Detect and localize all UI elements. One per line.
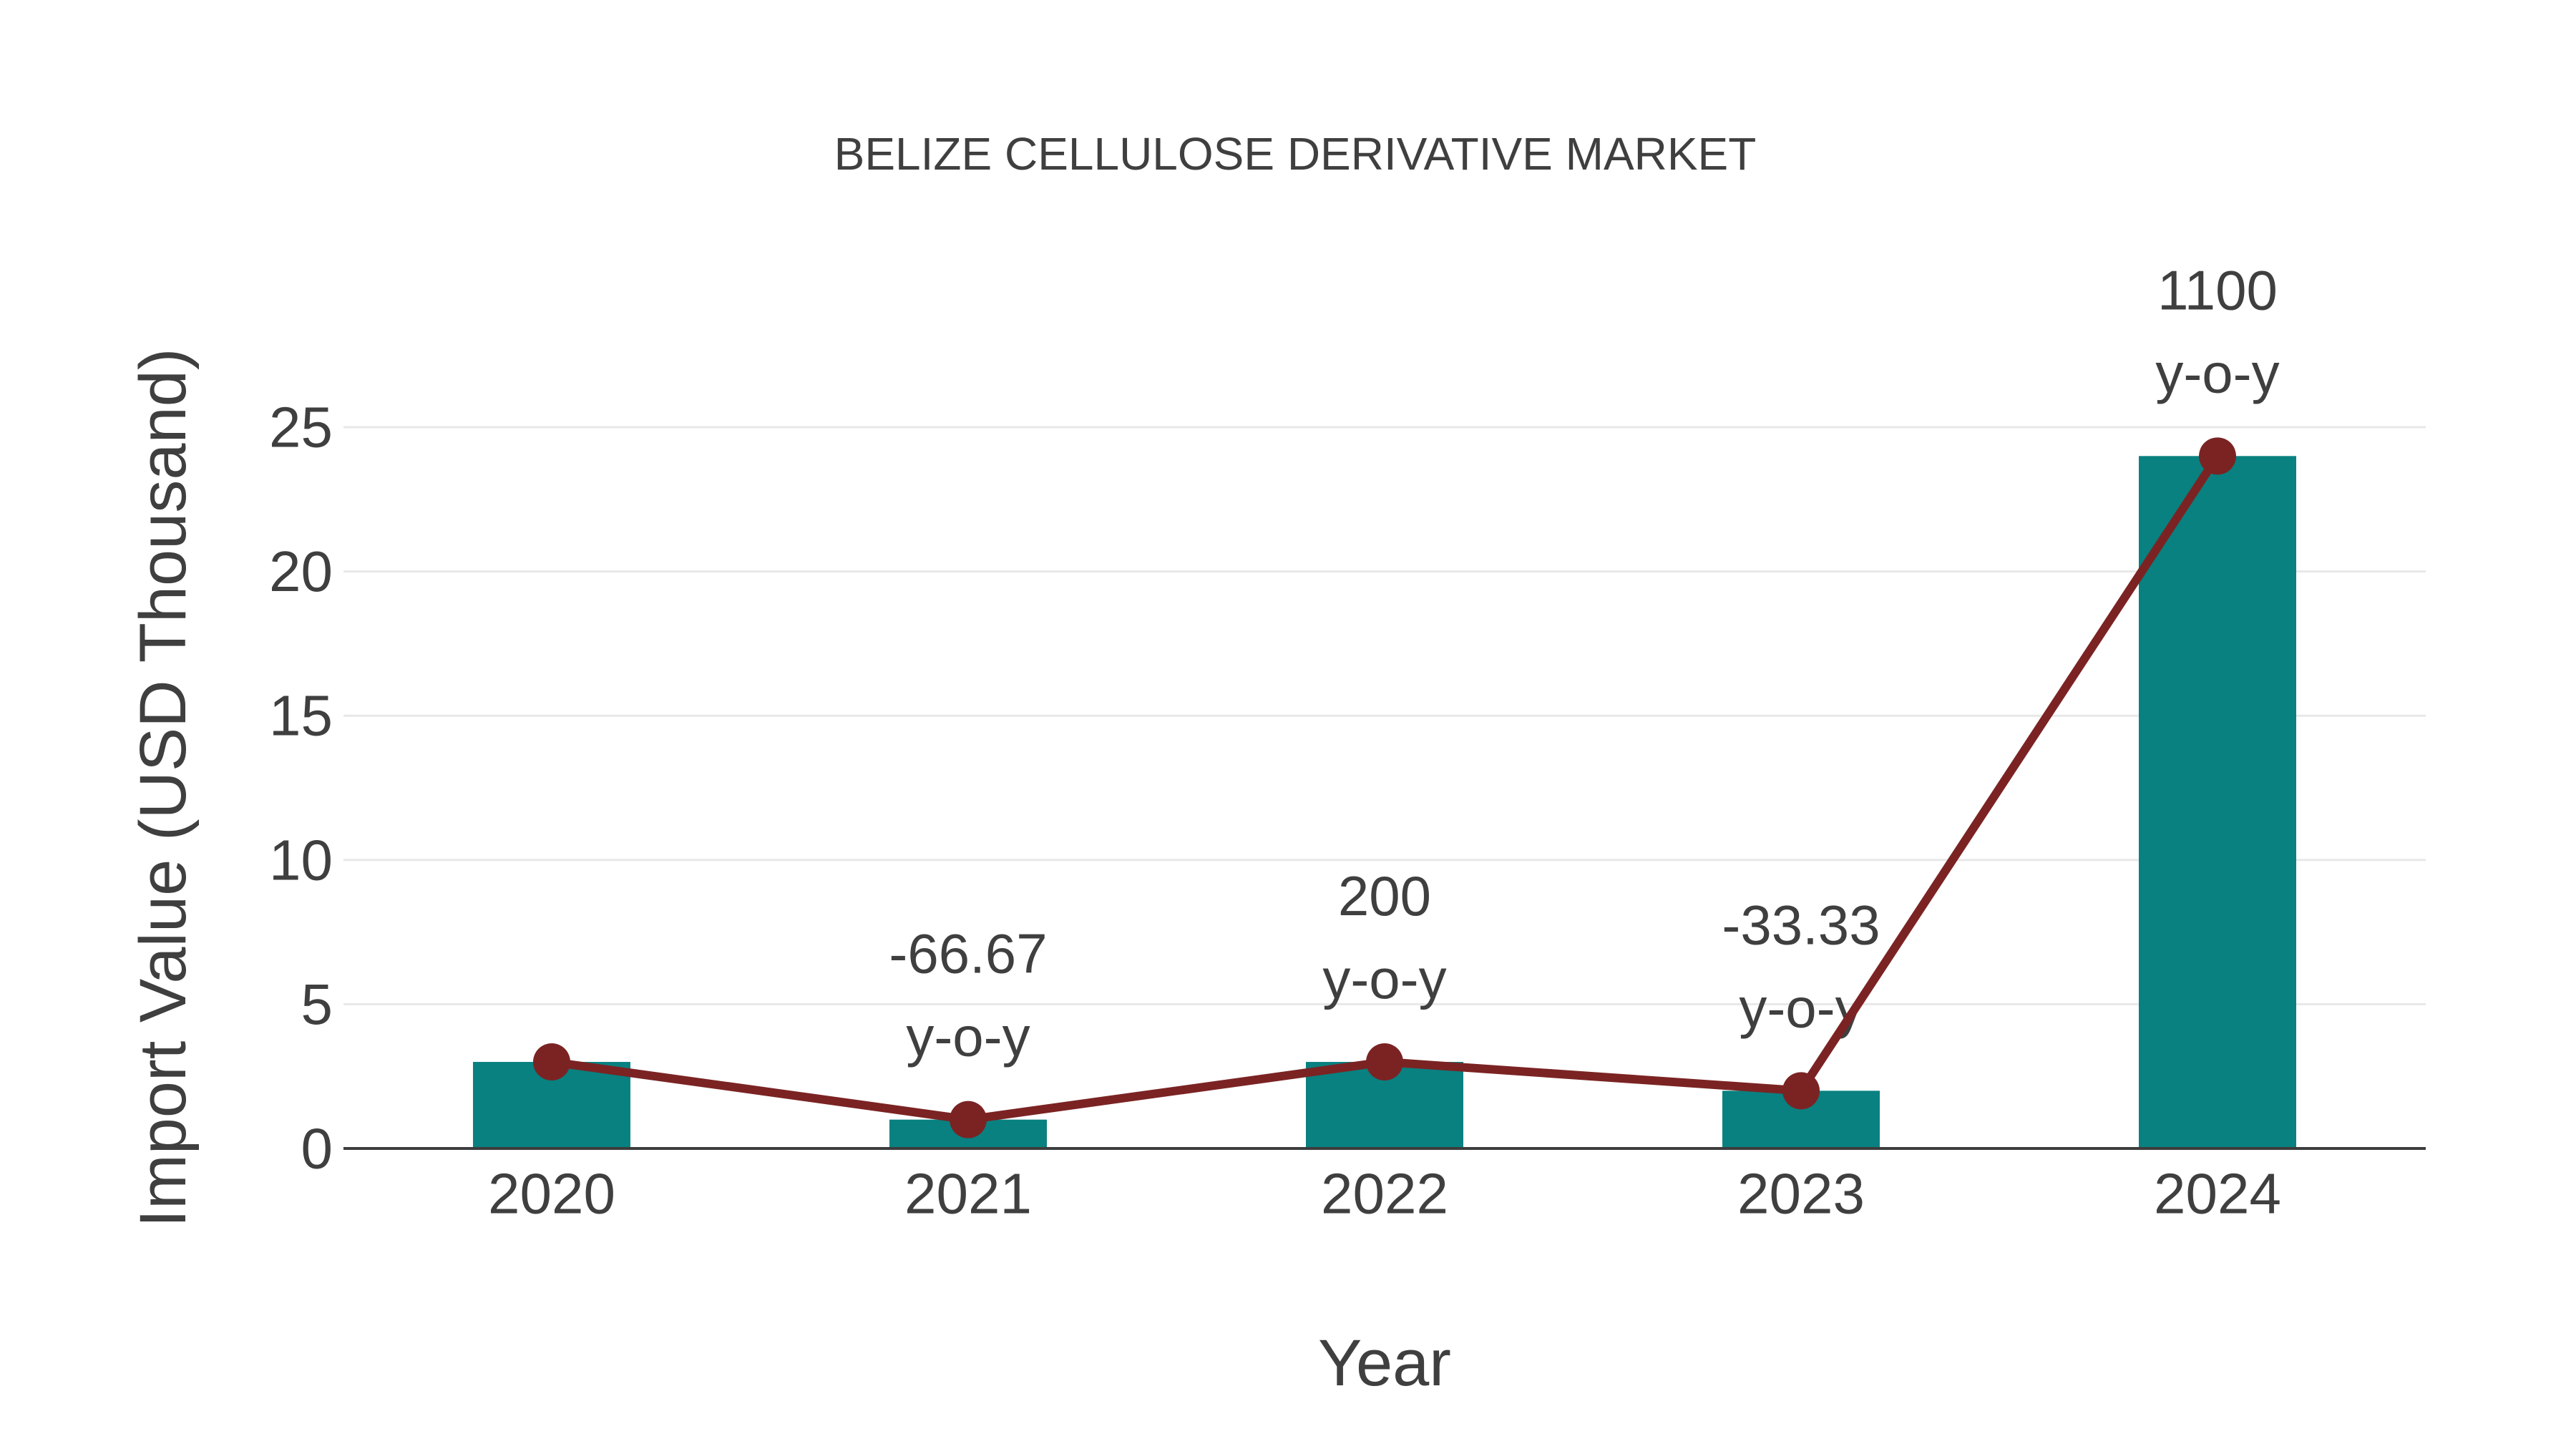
x-tick-2023: 2023: [1737, 1162, 1865, 1226]
annotation-2023-line1: -33.33: [1722, 893, 1880, 956]
line-marker-2023: [1782, 1072, 1820, 1110]
annotation-2024-line2: y-o-y: [2155, 341, 2279, 404]
annotation-2022-line1: 200: [1338, 864, 1431, 927]
y-axis-title: Import Value (USD Thousand): [127, 348, 200, 1228]
x-tick-2020: 2020: [488, 1162, 615, 1226]
gridlines: [343, 426, 2426, 1005]
annotation-2022-line2: y-o-y: [1322, 947, 1446, 1010]
x-tick-labels: 2020 2021 2022 2023 2024: [488, 1162, 2281, 1226]
chart-title: BELIZE CELLULOSE DERIVATIVE MARKET: [834, 128, 1757, 180]
y-tick-0: 0: [301, 1117, 333, 1181]
line-marker-2024: [2199, 437, 2236, 475]
y-tick-labels: 0 5 10 15 20 25: [269, 396, 333, 1181]
yoy-line: [547, 452, 2222, 1124]
bar-series: [473, 456, 2296, 1148]
line-series: [533, 437, 2236, 1138]
x-tick-2022: 2022: [1321, 1162, 1448, 1226]
y-tick-15: 15: [269, 684, 333, 748]
annotation-2021-line2: y-o-y: [906, 1005, 1030, 1068]
y-tick-10: 10: [269, 828, 333, 892]
y-tick-25: 25: [269, 396, 333, 459]
annotation-2024-line1: 1100: [2157, 258, 2278, 321]
annotation-2021-line1: -66.67: [889, 922, 1047, 985]
y-tick-5: 5: [301, 972, 333, 1036]
x-tick-2024: 2024: [2154, 1162, 2281, 1226]
line-marker-2021: [950, 1101, 987, 1138]
x-axis-title: Year: [1318, 1327, 1451, 1400]
y-tick-20: 20: [269, 540, 333, 603]
line-marker-2020: [533, 1043, 570, 1081]
x-tick-2021: 2021: [904, 1162, 1032, 1226]
bar-2024: [2139, 456, 2296, 1148]
line-marker-2022: [1366, 1043, 1403, 1081]
